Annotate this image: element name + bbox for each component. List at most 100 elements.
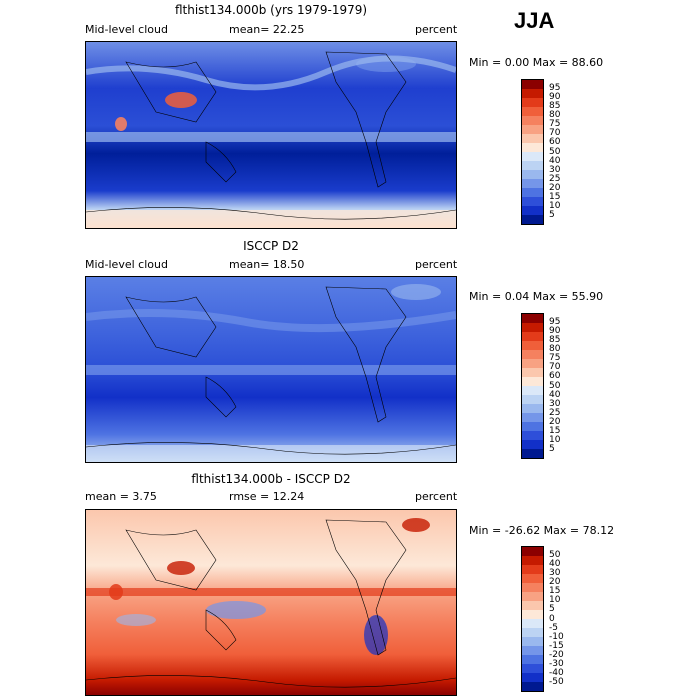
colorbar-tick-label: 15 <box>549 586 561 597</box>
colorbar-tick-label: 30 <box>549 567 561 578</box>
colorbar-segment <box>522 547 543 556</box>
colorbar-segment <box>522 368 543 377</box>
colorbar-tick-label: -50 <box>549 677 564 688</box>
colorbar-segment <box>522 98 543 107</box>
colorbar-tick-label: 90 <box>549 325 561 336</box>
colorbar-segment <box>522 574 543 583</box>
colorbar-tick-label: 40 <box>549 155 561 166</box>
colorbar-segment <box>522 565 543 574</box>
colorbar-segment <box>522 107 543 116</box>
colorbar-tick-label: 50 <box>549 146 561 157</box>
colorbar-tick-label: 95 <box>549 82 561 93</box>
colorbar-tick-label: 60 <box>549 371 561 382</box>
colorbar-tick-label: 5 <box>549 444 555 455</box>
panel-3-map <box>85 509 457 696</box>
colorbar-tick-label: 95 <box>549 316 561 327</box>
panel-2-map-field <box>86 277 456 462</box>
colorbar-tick-label: 15 <box>549 192 561 203</box>
colorbar-tick-label: 60 <box>549 137 561 148</box>
colorbar-tick-label: -20 <box>549 650 564 660</box>
colorbar-segment <box>522 431 543 440</box>
colorbar-segment <box>522 404 543 413</box>
panel-2-mean-label: mean= 18.50 <box>229 258 305 271</box>
colorbar-tick-label: 20 <box>549 577 561 587</box>
colorbar-tick-label: -5 <box>549 622 558 633</box>
colorbar-tick-label: 0 <box>549 613 555 624</box>
colorbar-tick-label: -30 <box>549 659 564 670</box>
colorbar-tick-label: 90 <box>549 91 561 102</box>
colorbar-segment <box>522 628 543 637</box>
colorbar-segment <box>522 179 543 188</box>
panel-1-units-label: percent <box>415 23 458 36</box>
colorbar-tick-label: 25 <box>549 407 561 418</box>
colorbar-segment <box>522 116 543 125</box>
panel-1-minmax: Min = 0.00 Max = 88.60 <box>469 56 604 69</box>
panel-2-variable-label: Mid-level cloud <box>85 258 168 271</box>
panel-2-map <box>85 276 457 463</box>
colorbar-segment <box>522 619 543 628</box>
colorbar-tick-label: 20 <box>549 183 561 193</box>
colorbar-segment <box>522 161 543 170</box>
colorbar-segment <box>522 206 543 215</box>
colorbar-tick-label: -10 <box>549 631 564 642</box>
panel-2-units-label: percent <box>415 258 458 271</box>
colorbar-tick-label: 10 <box>549 201 561 212</box>
panel-3-title: flthist134.000b - ISCCP D2 <box>191 472 351 486</box>
colorbar-segment <box>522 413 543 422</box>
colorbar-tick-label: 50 <box>549 549 561 560</box>
colorbar-tick-label: 30 <box>549 164 561 175</box>
panel-1-variable-label: Mid-level cloud <box>85 23 168 36</box>
colorbar-tick-label: 85 <box>549 100 561 111</box>
colorbar-tick-label: 5 <box>549 210 555 221</box>
colorbar-segment <box>522 125 543 134</box>
panel-3-minmax: Min = -26.62 Max = 78.12 <box>469 524 615 537</box>
colorbar-segment <box>522 359 543 368</box>
colorbar-tick-label: 30 <box>549 398 561 409</box>
colorbar-tick-label: 75 <box>549 353 561 364</box>
colorbar-segment <box>522 610 543 619</box>
colorbar-tick-label: 10 <box>549 435 561 446</box>
panel-2-minmax: Min = 0.04 Max = 55.90 <box>469 290 604 303</box>
panel-1-map-field <box>86 42 456 228</box>
season-label: JJA <box>514 8 555 33</box>
panel-3-units-label: percent <box>415 490 458 503</box>
colorbar-tick-label: 70 <box>549 128 561 139</box>
colorbar-tick-label: 25 <box>549 173 561 184</box>
colorbar-segment <box>522 556 543 565</box>
panel-3-colorbar <box>521 546 544 692</box>
colorbar-segment <box>522 215 543 224</box>
panel-2-title: ISCCP D2 <box>243 239 299 253</box>
panel-3-map-field <box>86 510 456 695</box>
colorbar-segment <box>522 89 543 98</box>
colorbar-segment <box>522 143 543 152</box>
colorbar-segment <box>522 341 543 350</box>
colorbar-segment <box>522 152 543 161</box>
colorbar-segment <box>522 386 543 395</box>
colorbar-segment <box>522 646 543 655</box>
colorbar-tick-label: 40 <box>549 558 561 569</box>
colorbar-segment <box>522 449 543 458</box>
colorbar-segment <box>522 440 543 449</box>
panel-1-title: flthist134.000b (yrs 1979-1979) <box>174 3 368 17</box>
colorbar-segment <box>522 422 543 431</box>
colorbar-segment <box>522 332 543 341</box>
colorbar-tick-label: 80 <box>549 110 561 120</box>
colorbar-segment <box>522 170 543 179</box>
colorbar-tick-label: 20 <box>549 417 561 427</box>
colorbar-tick-label: -15 <box>549 640 564 651</box>
colorbar-segment <box>522 323 543 332</box>
colorbar-tick-label: 75 <box>549 119 561 130</box>
colorbar-segment <box>522 188 543 197</box>
colorbar-tick-label: 70 <box>549 362 561 373</box>
colorbar-segment <box>522 673 543 682</box>
colorbar-segment <box>522 377 543 386</box>
panel-3-rmse-label: rmse = 12.24 <box>229 490 305 503</box>
colorbar-tick-label: 85 <box>549 334 561 345</box>
colorbar-segment <box>522 592 543 601</box>
panel-3-mean-label: mean = 3.75 <box>85 490 157 503</box>
colorbar-segment <box>522 197 543 206</box>
colorbar-segment <box>522 601 543 610</box>
colorbar-tick-label: 5 <box>549 604 555 615</box>
colorbar-segment <box>522 655 543 664</box>
colorbar-tick-label: 50 <box>549 380 561 391</box>
